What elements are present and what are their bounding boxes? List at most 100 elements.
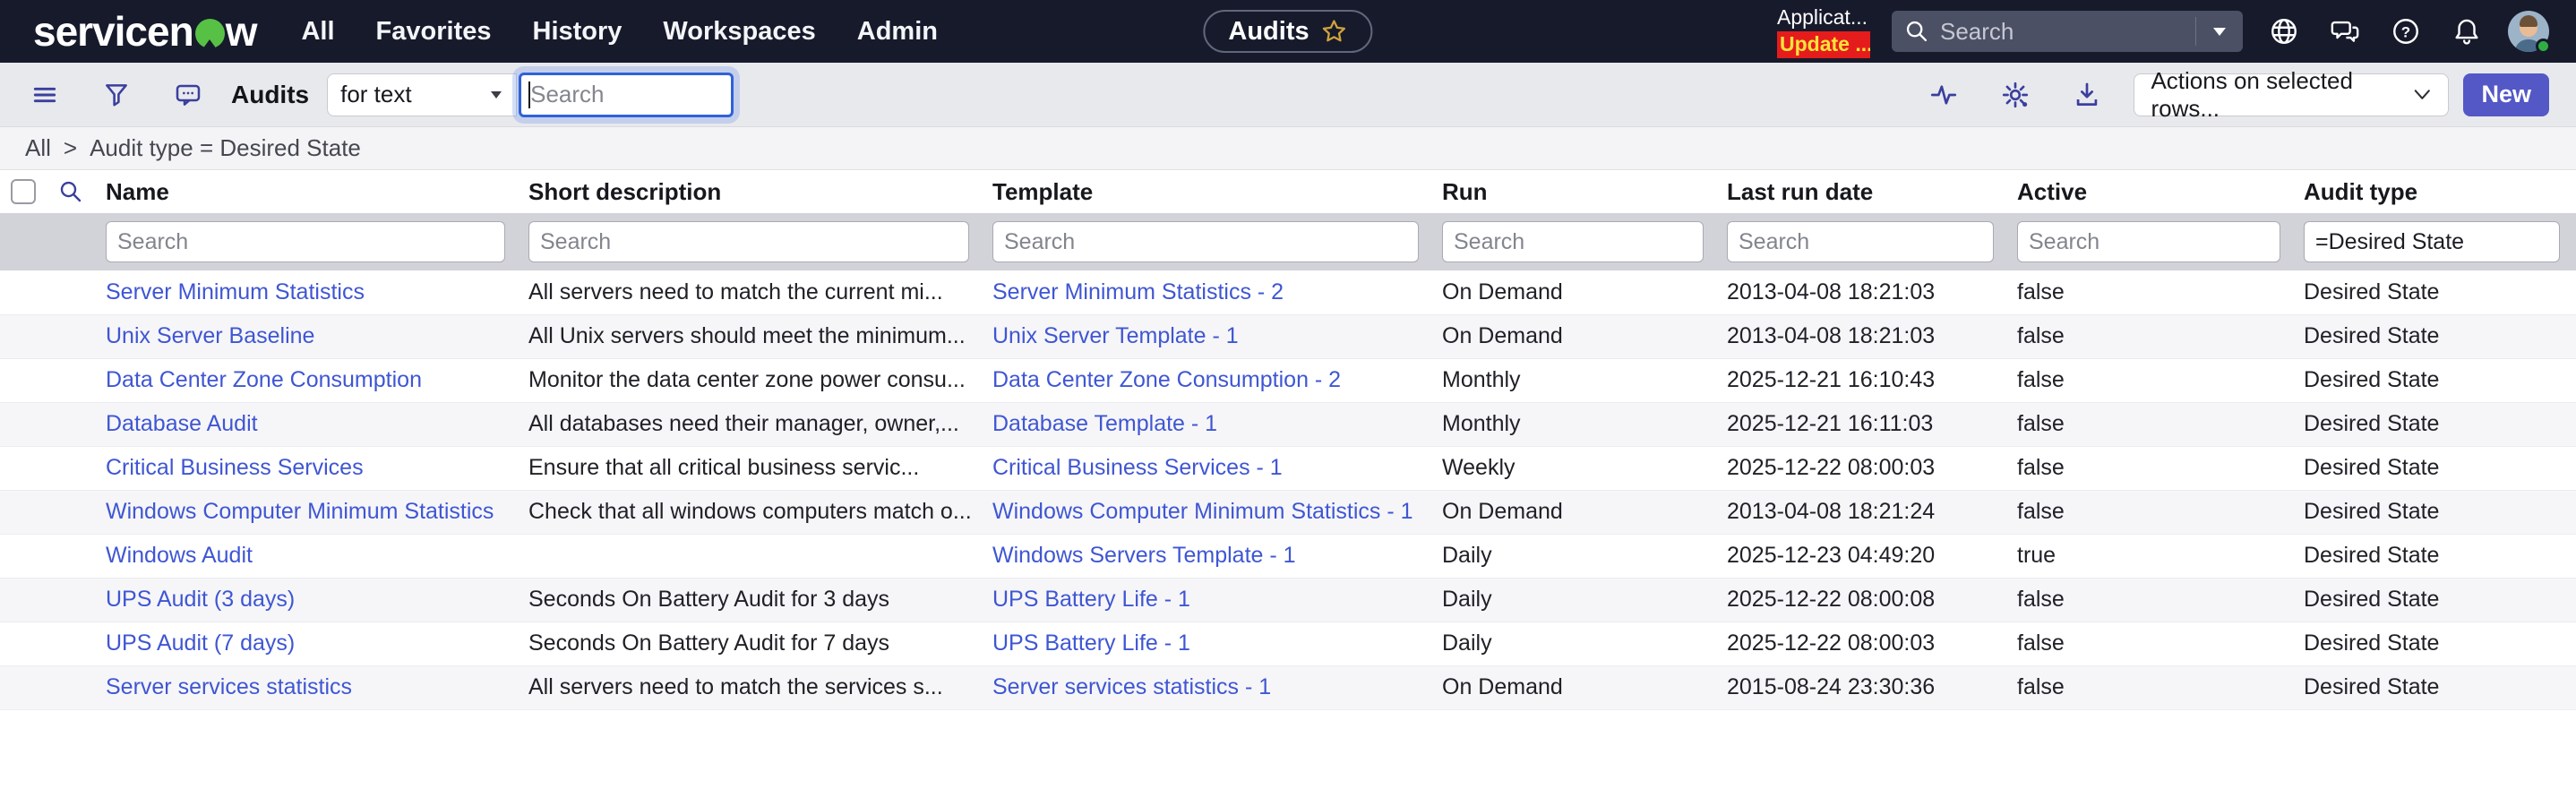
row-select-cell[interactable]: [0, 358, 99, 402]
cell-last-run-date: 2013-04-08 18:21:24: [1727, 499, 1936, 524]
export-button[interactable]: [2069, 77, 2105, 113]
cell-name-link[interactable]: Server Minimum Statistics: [106, 279, 365, 304]
comments-button[interactable]: [170, 77, 206, 113]
cell-template-link[interactable]: Server Minimum Statistics - 2: [992, 279, 1284, 304]
row-select-cell[interactable]: [0, 665, 99, 709]
application-picker-notice[interactable]: Applicat... Update ...: [1777, 4, 1870, 58]
current-tab-label: Audits: [1228, 16, 1309, 46]
activity-button[interactable]: [1926, 77, 1962, 113]
cell-template-link[interactable]: Critical Business Services - 1: [992, 455, 1283, 480]
filter-input-last-run-date[interactable]: [1727, 221, 1994, 262]
cell-template-link[interactable]: UPS Battery Life - 1: [992, 587, 1190, 612]
cell-name-link[interactable]: UPS Audit (7 days): [106, 630, 296, 656]
text-cursor: [528, 81, 531, 108]
table-row: Windows Audit Windows Servers Template -…: [0, 534, 2576, 578]
row-select-cell[interactable]: [0, 578, 99, 622]
cell-name-link[interactable]: Server services statistics: [106, 674, 353, 699]
filter-button[interactable]: [99, 77, 134, 113]
select-all-checkbox[interactable]: [11, 179, 36, 204]
filter-input-short-description[interactable]: [528, 221, 969, 262]
column-header-active[interactable]: Active: [2017, 177, 2088, 205]
chat-button[interactable]: [2325, 12, 2365, 51]
list-settings-button[interactable]: [1997, 77, 2033, 113]
cell-audit-type: Desired State: [2304, 323, 2440, 348]
cell-name-link[interactable]: Data Center Zone Consumption: [106, 367, 422, 392]
cell-template-link[interactable]: Database Template - 1: [992, 411, 1218, 436]
breadcrumb-all[interactable]: All: [25, 134, 51, 161]
nav-item-workspaces[interactable]: Workspaces: [663, 16, 816, 46]
filter-input-name[interactable]: [106, 221, 505, 262]
cell-template-link[interactable]: Windows Servers Template - 1: [992, 543, 1296, 568]
application-notice-line2: Update ...: [1777, 31, 1870, 58]
cell-name-link[interactable]: Database Audit: [106, 411, 258, 436]
cell-run: Daily: [1442, 543, 1492, 568]
nav-item-all[interactable]: All: [301, 16, 335, 46]
filter-input-run[interactable]: [1442, 221, 1704, 262]
notifications-button[interactable]: [2447, 12, 2486, 51]
cell-name-link[interactable]: UPS Audit (3 days): [106, 587, 296, 612]
cell-short-description: All servers need to match the current mi…: [528, 279, 943, 304]
cell-name-link[interactable]: Windows Audit: [106, 543, 253, 568]
caret-down-icon: [491, 90, 502, 99]
cell-template-link[interactable]: Server services statistics - 1: [992, 674, 1272, 699]
cell-name-link[interactable]: Critical Business Services: [106, 455, 364, 480]
filter-input-template[interactable]: [992, 221, 1419, 262]
list-search-input[interactable]: [530, 81, 725, 108]
column-header-last-run-date[interactable]: Last run date: [1727, 177, 1874, 205]
globe-button[interactable]: [2264, 12, 2304, 51]
cell-short-description: Check that all windows computers match o…: [528, 499, 972, 524]
global-search-input[interactable]: [1940, 17, 2195, 46]
column-header-run[interactable]: Run: [1442, 177, 1488, 205]
cell-last-run-date: 2025-12-23 04:49:20: [1727, 543, 1936, 568]
table-row: Server services statistics All servers n…: [0, 665, 2576, 709]
actions-dropdown[interactable]: Actions on selected rows...: [2134, 67, 2450, 122]
cell-run: On Demand: [1442, 279, 1563, 304]
filter-input-audit-type[interactable]: [2304, 221, 2560, 262]
cell-template-link[interactable]: Windows Computer Minimum Statistics - 1: [992, 499, 1413, 524]
cell-short-description: Monitor the data center zone power consu…: [528, 367, 966, 392]
list-toolbar: Audits for text: [0, 63, 2576, 127]
cell-short-description: All servers need to match the services s…: [528, 674, 943, 699]
column-search-toggle-icon[interactable]: [57, 178, 84, 205]
cell-template-link[interactable]: UPS Battery Life - 1: [992, 630, 1190, 656]
nav-item-admin[interactable]: Admin: [856, 16, 938, 46]
toolbar-left-icons: [27, 77, 206, 113]
search-scope-dropdown[interactable]: [2196, 11, 2243, 52]
cell-template-link[interactable]: Unix Server Template - 1: [992, 323, 1239, 348]
breadcrumb-filter[interactable]: Audit type = Desired State: [90, 134, 361, 161]
current-tab-pill[interactable]: Audits: [1203, 10, 1373, 53]
nav-item-history[interactable]: History: [532, 16, 623, 46]
cell-name-link[interactable]: Windows Computer Minimum Statistics: [106, 499, 494, 524]
search-type-select[interactable]: for text: [327, 73, 518, 116]
column-header-audit-type[interactable]: Audit type: [2304, 177, 2418, 205]
row-select-cell[interactable]: [0, 622, 99, 665]
filter-select-cell: [0, 213, 99, 270]
global-search[interactable]: [1892, 11, 2243, 52]
servicenow-logo[interactable]: servicen w: [33, 7, 257, 56]
breadcrumb: All > Audit type = Desired State: [0, 127, 2576, 170]
cell-run: On Demand: [1442, 323, 1563, 348]
user-avatar[interactable]: [2508, 11, 2551, 54]
row-select-cell[interactable]: [0, 270, 99, 314]
row-select-cell[interactable]: [0, 534, 99, 578]
column-header-template[interactable]: Template: [992, 177, 1094, 205]
cell-last-run-date: 2025-12-22 08:00:08: [1727, 587, 1936, 612]
list-menu-button[interactable]: [27, 77, 63, 113]
cell-last-run-date: 2025-12-22 08:00:03: [1727, 630, 1936, 656]
row-select-cell[interactable]: [0, 402, 99, 446]
filter-input-active[interactable]: [2017, 221, 2280, 262]
gear-icon: [2003, 81, 2029, 107]
favorite-star-icon[interactable]: [1321, 18, 1348, 45]
cell-name-link[interactable]: Unix Server Baseline: [106, 323, 315, 348]
column-header-name[interactable]: Name: [106, 177, 169, 205]
row-select-cell[interactable]: [0, 314, 99, 358]
column-header-short-description[interactable]: Short description: [528, 177, 722, 205]
row-select-cell[interactable]: [0, 490, 99, 534]
cell-template-link[interactable]: Data Center Zone Consumption - 2: [992, 367, 1342, 392]
row-select-cell[interactable]: [0, 446, 99, 490]
help-button[interactable]: ?: [2386, 12, 2426, 51]
cell-run: Monthly: [1442, 411, 1521, 436]
nav-item-favorites[interactable]: Favorites: [375, 16, 492, 46]
table-row: Windows Computer Minimum Statistics Chec…: [0, 490, 2576, 534]
new-button[interactable]: New: [2463, 73, 2549, 116]
